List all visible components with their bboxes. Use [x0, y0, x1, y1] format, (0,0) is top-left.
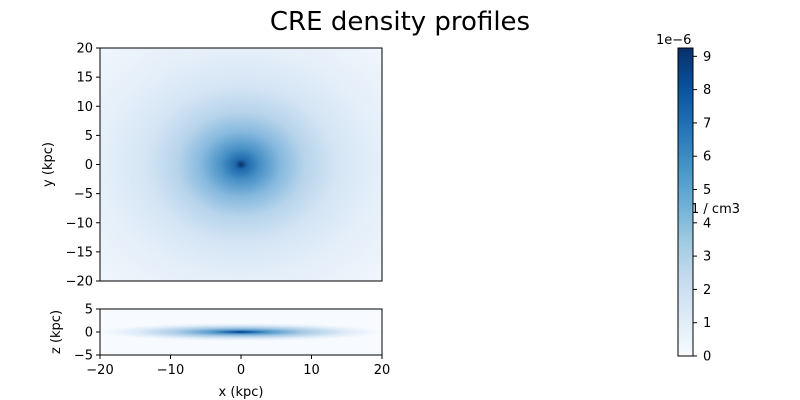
xz-y-tick-label: 0	[85, 326, 93, 341]
xy-y-tick-label: 5	[85, 129, 93, 144]
colorbar-tick-label: 7	[703, 116, 711, 131]
colorbar-tick-label: 0	[703, 350, 711, 365]
xz-y-tick-label: 5	[85, 303, 93, 318]
colorbar-tick-label: 6	[703, 150, 711, 165]
xy-y-tick-label: −10	[66, 216, 93, 231]
colorbar: 0 1 2 3 4 5 6 7 8 9 1e−6 1 / cm3	[656, 33, 740, 365]
xy-y-tick-label: −15	[66, 245, 93, 260]
colorbar-ticks: 0 1 2 3 4 5 6 7 8 9	[693, 50, 711, 365]
xy-y-axis-label: y (kpc)	[41, 142, 56, 187]
xz-heatmap	[100, 323, 382, 341]
xy-y-tick-label: −5	[74, 187, 93, 202]
colorbar-tick-label: 2	[703, 283, 711, 298]
xz-x-ticks: −20 −10 0 10 20	[86, 355, 390, 378]
xy-y-ticks: −20 −15 −10 −5 0 5 10 15 20	[66, 42, 100, 290]
xy-y-tick-label: −20	[66, 275, 93, 290]
colorbar-tick-label: 4	[703, 216, 711, 231]
colorbar-label: 1 / cm3	[691, 202, 740, 217]
colorbar-gradient	[678, 48, 693, 356]
xz-panel: −5 0 5 −20 −10 0 10 20 z (kpc) x (kpc)	[49, 303, 390, 400]
xz-x-tick-label: 0	[237, 363, 245, 378]
colorbar-tick-label: 9	[703, 50, 711, 65]
xz-y-axis-label: z (kpc)	[49, 310, 64, 354]
colorbar-tick-label: 5	[703, 183, 711, 198]
xy-y-tick-label: 10	[76, 100, 93, 115]
colorbar-tick-label: 8	[703, 83, 711, 98]
xz-x-tick-label: 10	[303, 363, 320, 378]
xz-x-axis-label: x (kpc)	[219, 385, 264, 400]
xz-x-tick-label: 20	[374, 363, 391, 378]
figure-title: CRE density profiles	[270, 7, 530, 37]
xy-heatmap	[100, 48, 382, 281]
xy-y-tick-label: 0	[85, 158, 93, 173]
xz-x-tick-label: −10	[157, 363, 184, 378]
xy-y-tick-label: 20	[76, 42, 93, 57]
colorbar-tick-label: 1	[703, 316, 711, 331]
colorbar-frame	[677, 47, 694, 357]
xz-x-tick-label: −20	[86, 363, 113, 378]
xz-y-tick-label: −5	[74, 349, 93, 364]
xz-y-ticks: −5 0 5	[74, 303, 100, 364]
xy-panel: −20 −15 −10 −5 0 5 10 15 20 y (kpc)	[41, 42, 383, 290]
xy-y-tick-label: 15	[76, 71, 93, 86]
colorbar-tick-label: 3	[703, 250, 711, 265]
colorbar-offset-text: 1e−6	[656, 33, 691, 48]
